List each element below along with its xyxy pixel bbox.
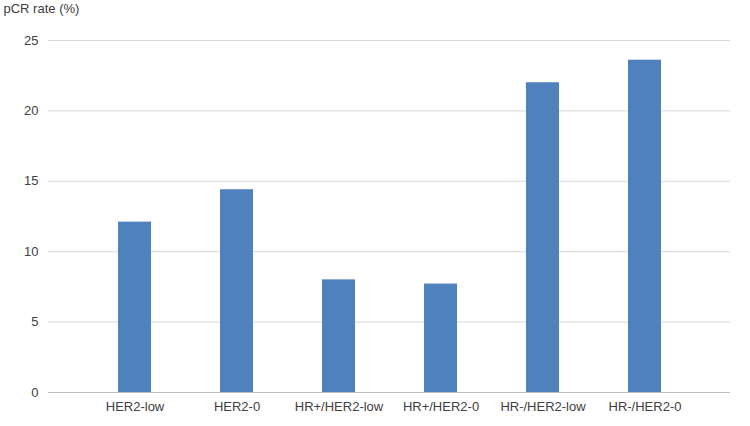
svg-text:HR-/HER2-0: HR-/HER2-0 (609, 399, 682, 414)
svg-text:HR+/HER2-low: HR+/HER2-low (295, 399, 384, 414)
svg-text:20: 20 (24, 103, 38, 118)
svg-text:10: 10 (24, 244, 38, 259)
svg-text:HER2-0: HER2-0 (214, 399, 260, 414)
svg-text:0: 0 (31, 385, 38, 400)
svg-text:5: 5 (31, 314, 38, 329)
svg-text:pCR rate (%): pCR rate (%) (4, 1, 80, 16)
svg-text:HER2-low: HER2-low (106, 399, 165, 414)
svg-text:HR-/HER2-low: HR-/HER2-low (500, 399, 586, 414)
svg-text:HR+/HER2-0: HR+/HER2-0 (403, 399, 479, 414)
svg-text:15: 15 (24, 173, 38, 188)
svg-text:25: 25 (24, 33, 38, 48)
